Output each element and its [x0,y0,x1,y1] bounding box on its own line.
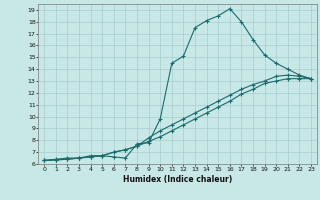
X-axis label: Humidex (Indice chaleur): Humidex (Indice chaleur) [123,175,232,184]
